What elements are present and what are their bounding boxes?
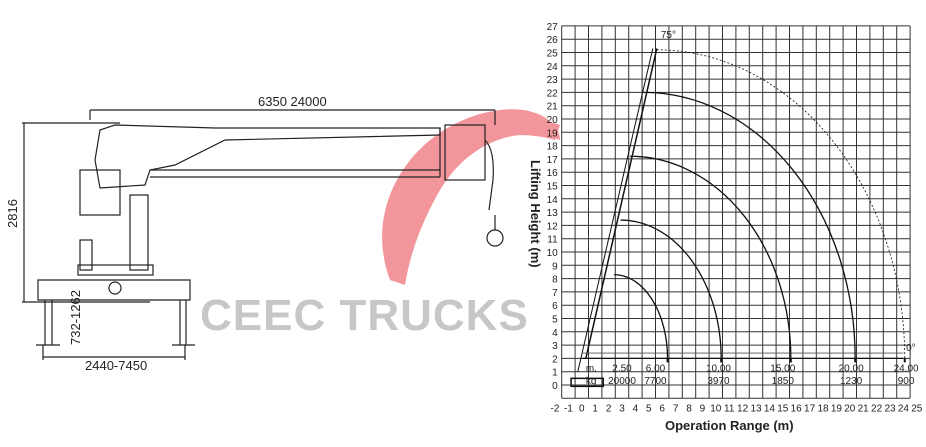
lifting-arc: [656, 49, 906, 359]
y-tick-label: 18: [547, 142, 559, 153]
x-tick-label: -2: [551, 403, 560, 414]
y-tick-label: 16: [547, 168, 559, 179]
lifting-arc: [620, 219, 722, 359]
range-value: 24.00: [894, 364, 919, 375]
x-axis-label: Operation Range (m): [665, 418, 794, 433]
x-tick-label: 25: [911, 403, 923, 414]
x-tick-label: 5: [646, 403, 652, 414]
y-tick-label: 27: [547, 22, 559, 33]
y-tick-label: 14: [547, 195, 559, 206]
load-value: 1850: [772, 376, 795, 387]
x-tick-label: 23: [884, 403, 896, 414]
y-axis-label: Lifting Height (m): [528, 160, 543, 268]
x-tick-label: 10: [710, 403, 722, 414]
y-tick-label: 10: [547, 248, 559, 259]
load-value: 900: [898, 376, 915, 387]
range-value: 10.00: [706, 364, 731, 375]
min-angle-label: 0°: [906, 343, 916, 354]
x-tick-label: 7: [673, 403, 679, 414]
x-tick-label: 14: [764, 403, 776, 414]
y-tick-label: 11: [547, 235, 558, 246]
x-tick-label: 1: [592, 403, 598, 414]
x-tick-label: 20: [844, 403, 856, 414]
y-tick-label: 17: [547, 155, 559, 166]
load-value: 3970: [707, 376, 730, 387]
y-tick-label: 22: [547, 88, 559, 99]
crane-base-icon: [570, 377, 604, 388]
x-tick-label: 17: [804, 403, 816, 414]
range-value: 6.00: [646, 364, 666, 375]
outrigger-span-dim: 2440-7450: [85, 358, 147, 373]
y-tick-label: 5: [552, 315, 558, 326]
x-tick-label: 24: [898, 403, 910, 414]
x-tick-label: 8: [686, 403, 692, 414]
y-tick-label: 12: [547, 221, 559, 232]
y-tick-label: 2: [552, 354, 558, 365]
lifting-arc: [613, 273, 669, 359]
max-angle-label: 75°: [661, 30, 676, 41]
y-tick-label: 1: [552, 368, 558, 379]
x-tick-label: 13: [750, 403, 762, 414]
x-tick-label: 18: [817, 403, 829, 414]
boom-length-dim: 6350 24000: [258, 94, 327, 109]
range-value: 15.00: [770, 364, 795, 375]
y-tick-label: 6: [552, 301, 558, 312]
range-prefix: m.: [586, 364, 597, 375]
y-tick-label: 8: [552, 275, 558, 286]
watermark-text: CEEC TRUCKS: [200, 291, 529, 340]
y-tick-label: 0: [552, 381, 558, 392]
y-tick-label: 26: [547, 35, 559, 46]
y-tick-label: 3: [552, 341, 558, 352]
y-tick-label: 4: [552, 328, 558, 339]
x-tick-label: 4: [633, 403, 639, 414]
x-tick-label: 12: [737, 403, 749, 414]
y-tick-label: 19: [547, 128, 559, 139]
x-tick-label: 22: [871, 403, 883, 414]
range-value: 20.00: [839, 364, 864, 375]
y-tick-label: 15: [547, 182, 559, 193]
y-tick-label: 23: [547, 75, 559, 86]
x-tick-label: 16: [791, 403, 803, 414]
x-tick-label: 2: [606, 403, 612, 414]
height-dim: 2816: [5, 199, 20, 228]
y-tick-label: 20: [547, 115, 559, 126]
load-prefix: kg: [586, 376, 597, 387]
y-tick-label: 13: [547, 208, 559, 219]
y-tick-label: 9: [552, 261, 558, 272]
y-tick-label: 25: [547, 49, 559, 60]
range-value: 2.50: [612, 364, 632, 375]
boom-line-outer: [577, 48, 654, 372]
load-value: 20000: [608, 376, 636, 387]
lifting-arc: [630, 155, 792, 359]
x-tick-label: 9: [700, 403, 706, 414]
y-tick-label: 7: [552, 288, 558, 299]
x-tick-label: 11: [724, 403, 735, 414]
x-tick-label: 6: [659, 403, 665, 414]
x-tick-label: -1: [564, 403, 573, 414]
crane-side-view: [22, 109, 504, 360]
x-tick-label: 21: [858, 403, 870, 414]
brand-logo: [382, 109, 560, 285]
load-value: 1230: [840, 376, 863, 387]
y-tick-label: 24: [547, 62, 559, 73]
load-value: 7700: [644, 376, 667, 387]
x-tick-label: 0: [579, 403, 585, 414]
x-tick-label: 19: [831, 403, 843, 414]
outrigger-height-dim: 732-1262: [68, 290, 83, 345]
lifting-arc: [643, 91, 856, 359]
boom-line: [585, 48, 658, 359]
load-chart: -2 -1 0 1 2 3 4 5 6 7 8 9 10 11 12 13 14 15 16 17 18 19 20 21 22…: [547, 22, 923, 414]
y-tick-label: 21: [547, 102, 559, 113]
x-tick-label: 3: [619, 403, 625, 414]
x-tick-label: 15: [777, 403, 789, 414]
